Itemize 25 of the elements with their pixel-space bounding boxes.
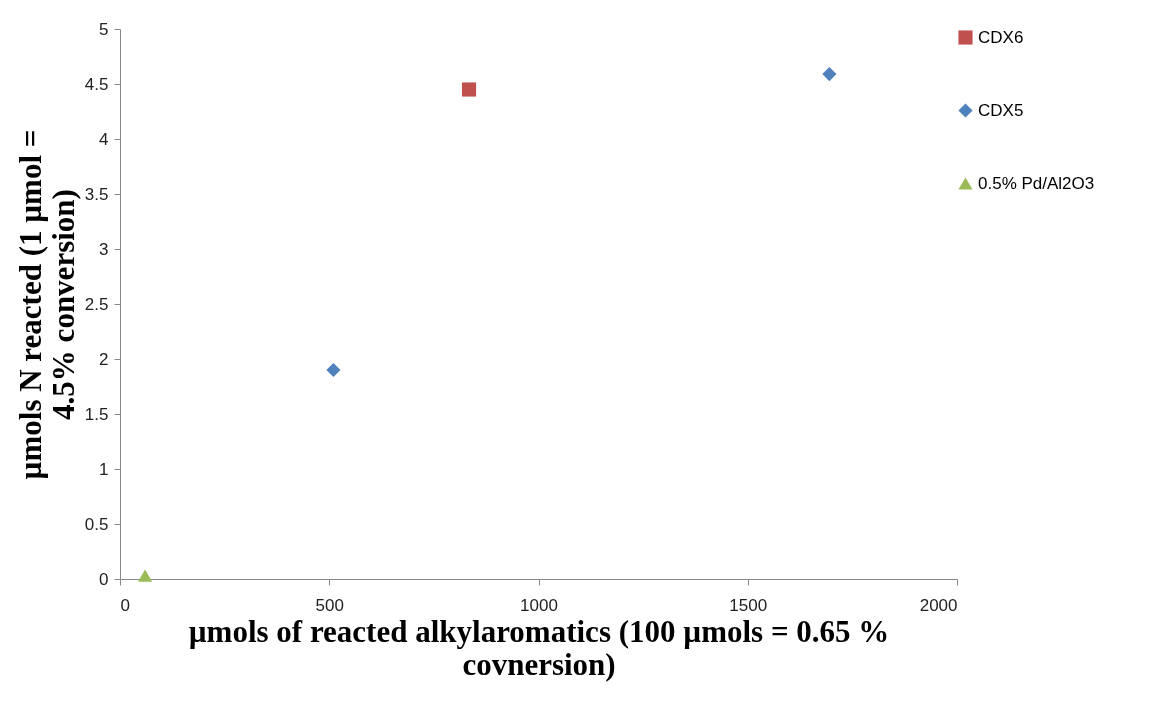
y-tick-label: 2 <box>99 349 109 369</box>
x-tick-label: 2000 <box>919 595 958 615</box>
y-tick-label: 3.5 <box>84 184 109 204</box>
y-tick-label: 5 <box>99 19 109 39</box>
point <box>326 362 341 378</box>
legend-label: CDX5 <box>978 100 1024 120</box>
y-tick-label: 3 <box>99 239 109 259</box>
x-tick-label: 500 <box>315 595 344 615</box>
y-tick-label: 1.5 <box>84 404 109 424</box>
y-axis-title: µmols N reacted (1 µmol = 4.5% conversion) <box>12 129 81 480</box>
y-tick-label: 2.5 <box>84 294 109 314</box>
x-tick-label: 1500 <box>729 595 768 615</box>
point <box>138 569 153 582</box>
point <box>822 67 837 82</box>
y-tick-label: 0.5 <box>84 514 109 534</box>
y-tick-label: 4 <box>99 129 109 149</box>
y-tick-label: 0 <box>99 569 109 589</box>
legend-label: CDX6 <box>978 27 1024 47</box>
x-tick-label: 1000 <box>520 595 558 615</box>
y-tick-label: 4.5 <box>84 74 109 94</box>
x-tick-label: 0 <box>120 595 130 615</box>
x-axis-title: µmols of reacted alkylaromatics (100 µmols = 0.65 % covnersion) <box>188 613 890 682</box>
legend-label: 0.5% Pd/Al2O3 <box>978 173 1095 193</box>
point <box>461 82 477 97</box>
y-tick-label: 1 <box>99 459 109 479</box>
